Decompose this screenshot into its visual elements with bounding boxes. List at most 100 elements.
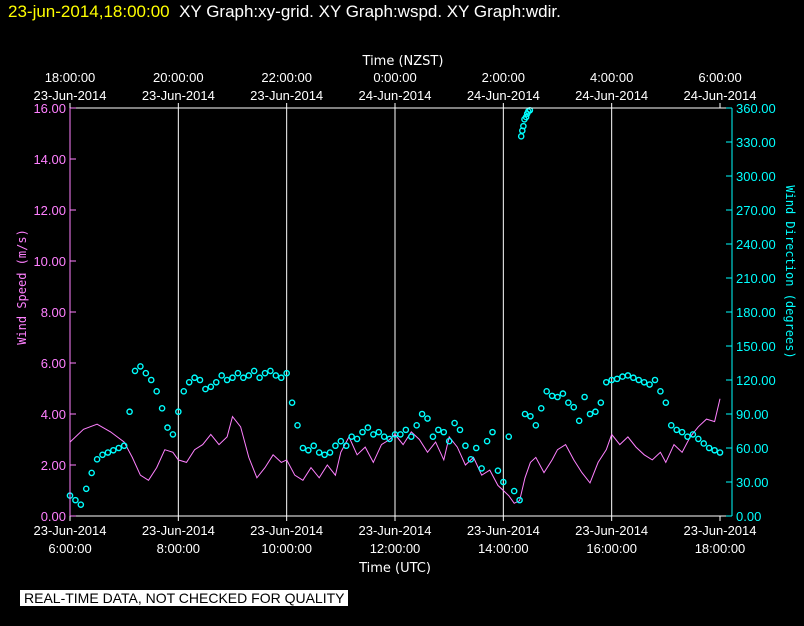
wind-direction-point <box>575 417 583 425</box>
wind-direction-point <box>245 372 253 379</box>
wind-direction-point <box>191 374 198 382</box>
top-tick-time: 18:00:00 <box>45 70 96 85</box>
wind-direction-point <box>142 369 150 377</box>
wind-direction-point <box>543 388 550 395</box>
wind-direction-point <box>581 393 588 401</box>
wind-direction-point <box>299 444 307 452</box>
wind-direction-point <box>175 408 182 416</box>
wind-direction-point <box>678 428 686 436</box>
wind-direction-point <box>332 442 339 450</box>
wind-direction-point <box>586 410 594 418</box>
wind-direction-point <box>126 408 133 416</box>
right-tick-label: 330.00 <box>736 135 776 150</box>
wind-direction-point <box>250 367 258 375</box>
wind-direction-point <box>500 478 507 486</box>
axes <box>69 103 733 521</box>
wind-direction-point <box>337 437 345 445</box>
wind-direction-point <box>554 393 561 401</box>
wind-direction-point <box>711 446 718 454</box>
wind-direction-point <box>196 376 204 384</box>
wind-direction-point <box>315 449 323 456</box>
left-tick-label: 12.00 <box>33 203 66 218</box>
wind-direction-point <box>537 405 545 412</box>
wind-direction-point <box>256 374 263 382</box>
wind-direction-point <box>364 424 372 431</box>
wind-direction-point <box>407 433 415 440</box>
wind-direction-point <box>240 374 247 382</box>
wind-direction-point <box>370 431 377 438</box>
wind-direction-point <box>472 444 480 452</box>
wind-direction-point <box>380 433 388 440</box>
x-axis-label: Time (UTC) <box>358 561 431 576</box>
wind-direction-point <box>548 392 556 400</box>
wind-direction-point <box>326 449 334 456</box>
wind-direction-point <box>489 428 496 436</box>
wind-speed-line <box>69 398 721 504</box>
wind-direction-point <box>517 133 525 140</box>
wind-direction-point <box>667 422 675 429</box>
bottom-tick-time: 16:00:00 <box>586 541 637 556</box>
bottom-tick-time: 8:00:00 <box>157 541 200 556</box>
wind-direction-point <box>305 446 312 454</box>
right-tick-label: 270.00 <box>736 203 776 218</box>
wind-direction-point <box>110 446 117 454</box>
right-tick-label: 120.00 <box>736 373 776 388</box>
wind-direction-point <box>375 428 383 436</box>
wind-direction-point <box>522 113 530 121</box>
wind-direction-point <box>261 369 269 377</box>
left-tick-label: 2.00 <box>41 458 66 473</box>
right-axis-label: Wind Direction (degrees) <box>783 185 797 358</box>
wind-direction-point <box>635 376 643 384</box>
wind-direction-point <box>99 451 106 459</box>
wind-direction-point <box>115 444 123 452</box>
chart-header: 23-jun-2014,18:00:00 XY Graph:xy-grid. X… <box>8 2 561 22</box>
top-tick-date: 23-Jun-2014 <box>142 88 215 103</box>
wind-direction-point <box>386 435 393 443</box>
bottom-tick-date: 23-Jun-2014 <box>250 523 323 538</box>
left-tick-label: 4.00 <box>41 407 66 422</box>
wind-direction-point <box>435 426 442 434</box>
top-tick-time: 2:00:00 <box>482 70 525 85</box>
bottom-tick-date: 23-Jun-2014 <box>34 523 107 538</box>
wind-direction-point <box>516 496 523 504</box>
wind-direction-point <box>277 374 285 382</box>
top-tick-time: 6:00:00 <box>698 70 741 85</box>
wind-direction-point <box>602 378 610 386</box>
right-tick-label: 210.00 <box>736 271 776 286</box>
wind-direction-point <box>223 376 231 384</box>
wind-direction-series <box>66 106 724 508</box>
wind-direction-point <box>397 431 404 438</box>
wind-direction-point <box>532 422 540 429</box>
wind-direction-point <box>283 369 290 377</box>
wind-direction-point <box>288 399 296 406</box>
bottom-tick-time: 10:00:00 <box>261 541 312 556</box>
wind-direction-point <box>624 372 632 379</box>
wind-direction-point <box>72 496 79 504</box>
wind-direction-point <box>700 440 708 447</box>
top-tick-date: 23-Jun-2014 <box>34 88 107 103</box>
top-axis-label: Time (NZST) <box>362 54 444 69</box>
wind-direction-point <box>640 378 648 386</box>
wind-direction-point <box>456 426 464 434</box>
bottom-tick-time: 18:00:00 <box>695 541 746 556</box>
right-tick-label: 150.00 <box>736 339 776 354</box>
wind-direction-point <box>467 456 475 463</box>
right-tick-label: 60.00 <box>736 441 769 456</box>
bottom-tick-date: 23-Jun-2014 <box>575 523 648 538</box>
wind-direction-point <box>521 410 529 418</box>
left-tick-label: 6.00 <box>41 356 66 371</box>
wind-direction-point <box>673 426 680 434</box>
left-tick-label: 8.00 <box>41 305 66 320</box>
wind-speed-series <box>69 398 721 504</box>
left-tick-label: 16.00 <box>33 101 66 116</box>
wind-direction-point <box>657 388 664 395</box>
wind-direction-point <box>613 375 621 383</box>
wind-direction-point <box>451 419 458 427</box>
wind-direction-point <box>630 374 637 382</box>
top-tick-date: 24-Jun-2014 <box>575 88 648 103</box>
wind-direction-point <box>445 437 453 445</box>
wind-direction-point <box>520 122 527 130</box>
wind-direction-point <box>527 412 534 420</box>
left-tick-label: 10.00 <box>33 254 66 269</box>
